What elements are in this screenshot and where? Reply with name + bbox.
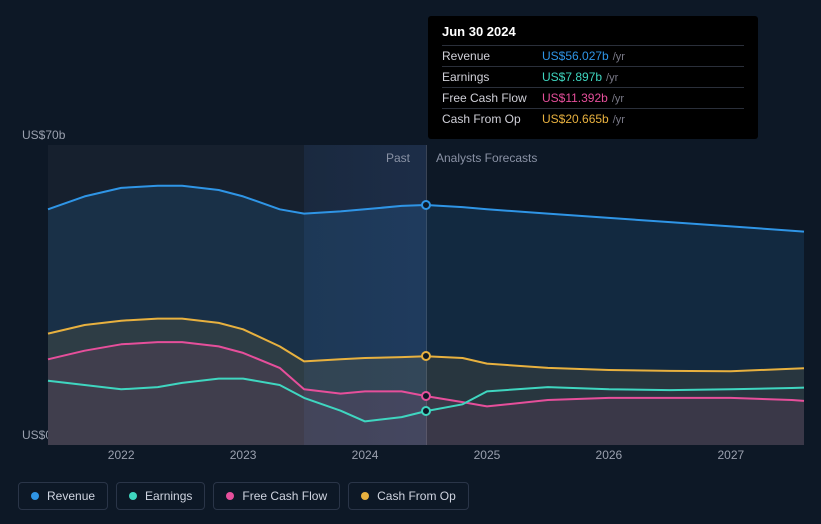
x-tick: 2027 <box>717 448 744 462</box>
x-axis: 2022 2023 2024 2025 2026 2027 <box>48 448 804 468</box>
x-tick: 2026 <box>596 448 623 462</box>
tooltip-row: Free Cash FlowUS$11.392b/yr <box>442 87 744 108</box>
legend-swatch <box>361 492 369 500</box>
x-tick: 2024 <box>352 448 379 462</box>
tooltip-unit: /yr <box>613 114 625 126</box>
tooltip-metric-value: US$11.392b <box>542 91 608 105</box>
tooltip-unit: /yr <box>612 93 624 105</box>
chart-area[interactable]: Past Analysts Forecasts <box>18 125 804 450</box>
legend-label: Cash From Op <box>377 489 456 503</box>
marker-earnings <box>421 406 431 416</box>
legend-swatch <box>226 492 234 500</box>
marker-cash-from-op <box>421 351 431 361</box>
legend-item-free-cash-flow[interactable]: Free Cash Flow <box>213 482 340 510</box>
legend: Revenue Earnings Free Cash Flow Cash From O… <box>18 482 469 510</box>
x-tick: 2023 <box>230 448 257 462</box>
tooltip-metric-value: US$7.897b <box>542 70 602 84</box>
legend-label: Earnings <box>145 489 192 503</box>
tooltip-metric-label: Cash From Op <box>442 112 542 126</box>
legend-label: Free Cash Flow <box>242 489 327 503</box>
legend-item-revenue[interactable]: Revenue <box>18 482 108 510</box>
legend-label: Revenue <box>47 489 95 503</box>
tooltip-unit: /yr <box>613 51 625 63</box>
legend-item-cash-from-op[interactable]: Cash From Op <box>348 482 469 510</box>
x-tick: 2022 <box>108 448 135 462</box>
tooltip-date: Jun 30 2024 <box>442 24 744 45</box>
tooltip-row: RevenueUS$56.027b/yr <box>442 45 744 66</box>
chart-tooltip: Jun 30 2024 RevenueUS$56.027b/yrEarnings… <box>428 16 758 139</box>
tooltip-row: Cash From OpUS$20.665b/yr <box>442 108 744 129</box>
tooltip-metric-value: US$20.665b <box>542 112 609 126</box>
marker-free-cash-flow <box>421 391 431 401</box>
tooltip-rows: RevenueUS$56.027b/yrEarningsUS$7.897b/yr… <box>442 45 744 129</box>
tooltip-metric-value: US$56.027b <box>542 49 609 63</box>
tooltip-metric-label: Free Cash Flow <box>442 91 542 105</box>
x-tick: 2025 <box>474 448 501 462</box>
marker-revenue <box>421 200 431 210</box>
tooltip-unit: /yr <box>606 72 618 84</box>
legend-item-earnings[interactable]: Earnings <box>116 482 205 510</box>
legend-swatch <box>129 492 137 500</box>
tooltip-row: EarningsUS$7.897b/yr <box>442 66 744 87</box>
tooltip-metric-label: Revenue <box>442 49 542 63</box>
tooltip-metric-label: Earnings <box>442 70 542 84</box>
plot-region: Past Analysts Forecasts <box>48 145 804 445</box>
legend-swatch <box>31 492 39 500</box>
